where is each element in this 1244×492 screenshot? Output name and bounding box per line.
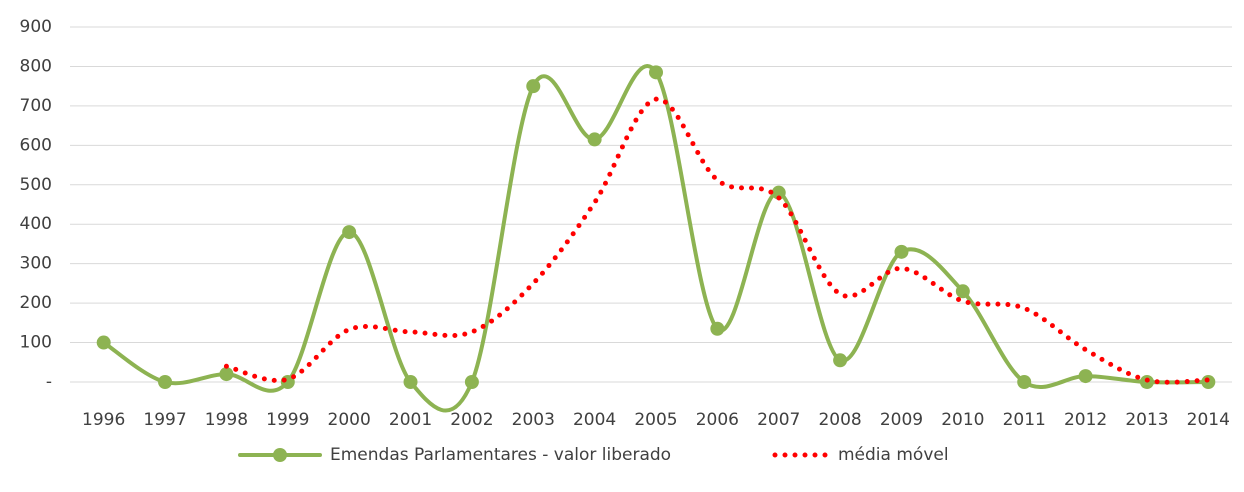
x-tick-label: 1996 <box>82 410 125 430</box>
y-tick-label: 900 <box>20 17 52 37</box>
x-tick-label: 2013 <box>1125 410 1168 430</box>
y-tick-label: - <box>46 372 52 392</box>
series-line <box>223 96 1211 385</box>
legend-label: média móvel <box>838 445 949 465</box>
x-tick-label: 2002 <box>450 410 493 430</box>
x-tick-label: 2000 <box>328 410 371 430</box>
point-marker <box>1078 369 1093 384</box>
x-tick-label: 2010 <box>941 410 984 430</box>
legend-marker <box>273 448 287 462</box>
point-marker <box>96 335 111 350</box>
x-tick-label: 2009 <box>880 410 923 430</box>
x-tick-label: 2003 <box>512 410 555 430</box>
point-marker <box>526 79 541 94</box>
x-tick-label: 2006 <box>696 410 739 430</box>
y-tick-label: 100 <box>20 333 52 353</box>
x-tick-label: 1997 <box>143 410 186 430</box>
point-marker <box>1017 375 1032 389</box>
y-tick-label: 500 <box>20 175 52 195</box>
point-marker <box>158 375 173 389</box>
x-tick-label: 2011 <box>1003 410 1046 430</box>
x-tick-label: 2012 <box>1064 410 1107 430</box>
point-marker <box>833 353 848 368</box>
x-tick-label: 2008 <box>818 410 861 430</box>
y-tick-label: 700 <box>20 96 52 116</box>
point-marker <box>955 284 970 299</box>
x-tick-label: 2005 <box>634 410 677 430</box>
legend-label: Emendas Parlamentares - valor liberado <box>330 445 671 465</box>
y-tick-label: 200 <box>20 293 52 313</box>
point-marker <box>587 132 602 147</box>
point-marker <box>219 367 234 382</box>
y-tick-label: 300 <box>20 254 52 274</box>
point-marker <box>894 244 909 259</box>
y-tick-label: 600 <box>20 135 52 155</box>
x-tick-label: 2004 <box>573 410 616 430</box>
point-marker <box>771 185 786 200</box>
point-marker <box>710 321 725 336</box>
point-marker <box>649 65 663 80</box>
x-tick-label: 1998 <box>205 410 248 430</box>
point-marker <box>464 375 479 389</box>
x-tick-label: 1999 <box>266 410 309 430</box>
point-marker <box>403 375 418 389</box>
series-line <box>101 64 1211 413</box>
y-tick-label: 800 <box>20 56 52 76</box>
x-tick-label: 2001 <box>389 410 432 430</box>
point-marker <box>342 225 357 240</box>
x-tick-label: 2014 <box>1187 410 1230 430</box>
x-tick-label: 2007 <box>757 410 800 430</box>
y-tick-label: 400 <box>20 214 52 234</box>
